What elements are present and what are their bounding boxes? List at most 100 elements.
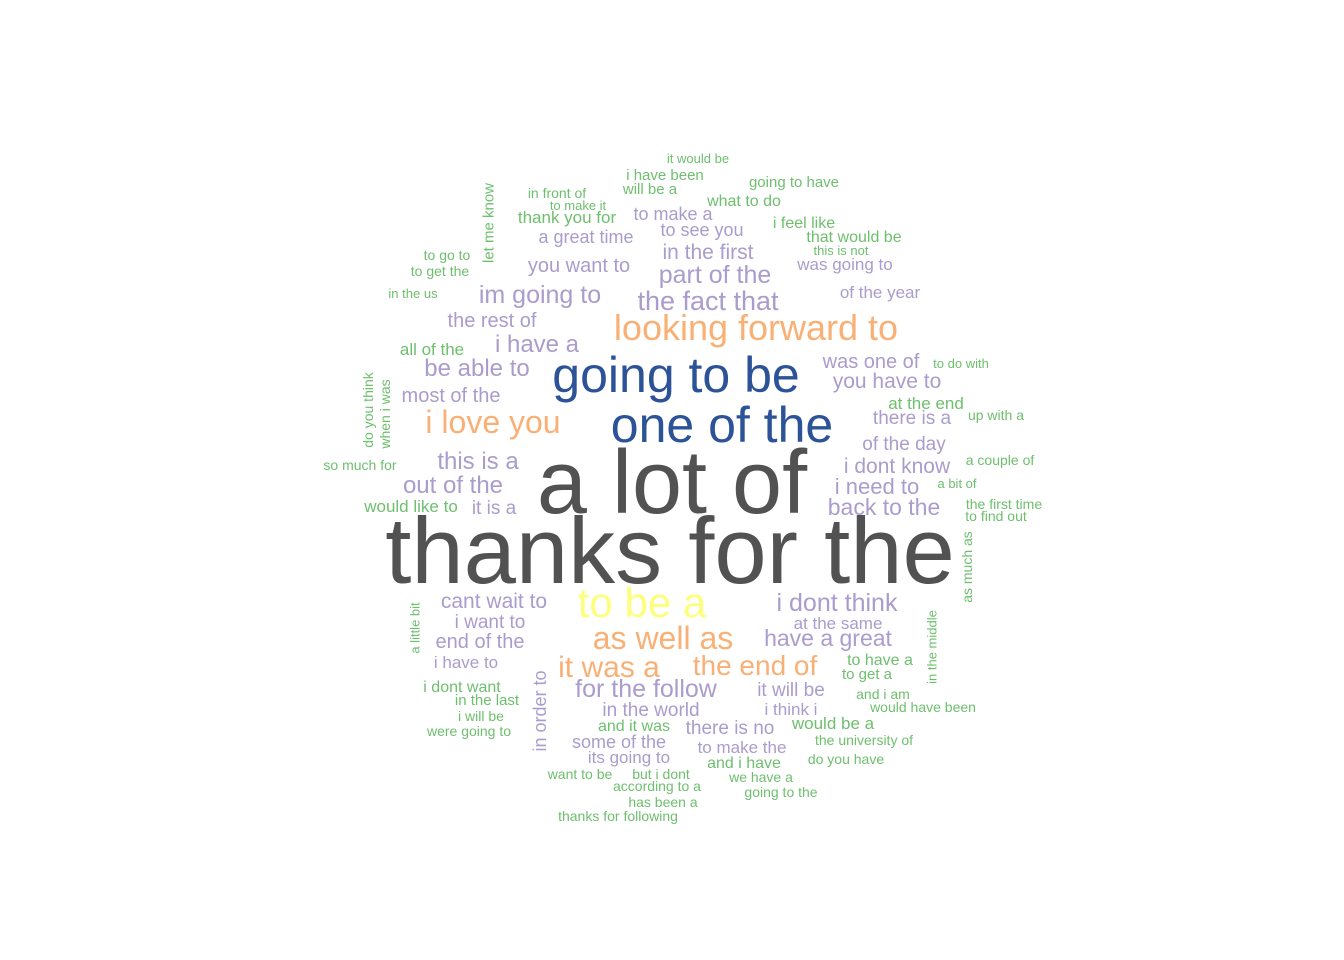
cloud-word: be able to <box>424 355 529 382</box>
cloud-word: its going to <box>588 748 670 767</box>
cloud-word: according to a <box>613 778 701 794</box>
cloud-word: it is a <box>472 498 517 519</box>
cloud-word: up with a <box>968 407 1024 423</box>
cloud-word: as well as <box>593 620 734 656</box>
cloud-word: to be a <box>578 579 707 626</box>
cloud-word: i have to <box>434 653 498 672</box>
cloud-word: to have a <box>847 652 913 669</box>
cloud-word: going to be <box>552 347 799 403</box>
cloud-word: i dont know <box>844 455 951 478</box>
cloud-word: i dont think <box>777 589 898 617</box>
cloud-word: the university of <box>815 732 913 748</box>
cloud-word: i dont want <box>423 679 501 696</box>
cloud-word: let me know <box>481 183 498 263</box>
cloud-word: you want to <box>528 255 630 277</box>
cloud-word: going to have <box>749 174 839 191</box>
cloud-word: thanks for following <box>558 808 678 824</box>
cloud-word: the first time <box>966 496 1042 512</box>
cloud-word: in the last <box>455 692 520 709</box>
cloud-word: were going to <box>426 723 511 739</box>
cloud-word: i love you <box>425 404 560 440</box>
cloud-word: a couple of <box>966 452 1035 468</box>
cloud-word: it was a <box>558 651 660 684</box>
cloud-word: cant wait to <box>441 590 547 613</box>
cloud-word: there is a <box>873 408 952 429</box>
cloud-word: out of the <box>403 472 503 499</box>
cloud-word: most of the <box>402 385 501 407</box>
cloud-word: as much as <box>959 531 975 603</box>
cloud-word: so much for <box>323 457 396 473</box>
cloud-word: i need to <box>835 474 919 499</box>
cloud-word: back to the <box>828 494 941 520</box>
cloud-word: for the follow <box>575 675 718 703</box>
cloud-word: what to do <box>706 193 781 210</box>
cloud-word: i want to <box>455 612 526 633</box>
cloud-word: to do with <box>933 356 989 371</box>
cloud-word: at the same <box>794 614 883 633</box>
cloud-word: you have to <box>833 370 942 393</box>
cloud-word: one of the <box>611 397 833 453</box>
cloud-word: a little bit <box>408 602 423 654</box>
cloud-word: end of the <box>436 631 525 653</box>
cloud-word: have a great <box>764 625 892 651</box>
cloud-word: looking forward to <box>614 307 898 348</box>
cloud-word: would have been <box>869 699 976 715</box>
cloud-word: i feel like <box>773 215 835 232</box>
cloud-word: would be a <box>791 714 875 733</box>
cloud-word: i have a <box>495 331 580 358</box>
cloud-word: want to be <box>547 766 613 782</box>
cloud-word: was going to <box>796 255 892 274</box>
cloud-word: was one of <box>822 351 920 373</box>
cloud-word: we have a <box>728 769 793 785</box>
cloud-word: to find out <box>965 508 1027 524</box>
cloud-word: the fact that <box>637 286 779 316</box>
cloud-word: part of the <box>659 261 772 289</box>
cloud-word: but i dont <box>632 766 690 782</box>
cloud-word: thanks for the <box>385 498 955 603</box>
cloud-word: thank you for <box>518 208 617 227</box>
cloud-word: in the first <box>662 241 753 264</box>
cloud-word: do you have <box>808 751 884 767</box>
cloud-word: to see you <box>660 220 743 240</box>
cloud-word: that would be <box>806 229 901 246</box>
cloud-word: in the middle <box>925 610 940 684</box>
cloud-word: at the end <box>888 394 964 413</box>
cloud-word: to make it <box>550 198 607 213</box>
cloud-word: going to the <box>744 784 817 800</box>
cloud-word: i have been <box>626 167 704 184</box>
cloud-word: some of the <box>572 732 666 752</box>
cloud-word: has been a <box>628 794 697 810</box>
cloud-word: the end of <box>693 650 818 681</box>
cloud-word: a lot of <box>537 433 808 533</box>
cloud-word: a great time <box>538 227 633 247</box>
cloud-word: in the world <box>602 700 699 721</box>
cloud-word: to go to <box>424 247 471 263</box>
cloud-word: of the day <box>862 434 946 455</box>
cloud-word: a bit of <box>937 476 976 491</box>
cloud-word: and it was <box>598 718 670 735</box>
cloud-word: there is no <box>686 718 775 739</box>
cloud-word: it would be <box>667 151 729 166</box>
cloud-word: in the us <box>388 286 438 301</box>
cloud-word: and i have <box>707 755 781 772</box>
cloud-word: this is a <box>437 448 519 475</box>
cloud-word: i will be <box>458 708 504 724</box>
cloud-word: to get the <box>411 263 470 279</box>
cloud-word: and i am <box>856 686 910 702</box>
cloud-word: i think i <box>765 700 818 719</box>
cloud-word: would like to <box>363 497 458 516</box>
cloud-word: this is not <box>814 243 869 258</box>
cloud-word: it will be <box>757 680 825 701</box>
cloud-word: do you think <box>360 371 376 447</box>
cloud-word: in front of <box>528 185 586 201</box>
cloud-word: in order to <box>530 670 550 751</box>
cloud-word: the rest of <box>448 310 537 332</box>
cloud-word: to make the <box>698 738 787 757</box>
cloud-word: all of the <box>400 340 464 359</box>
cloud-word: when i was <box>377 379 393 449</box>
cloud-word: im going to <box>479 281 601 309</box>
cloud-word: to make a <box>633 204 713 224</box>
cloud-word: to get a <box>842 666 893 683</box>
cloud-word: of the year <box>840 283 921 302</box>
